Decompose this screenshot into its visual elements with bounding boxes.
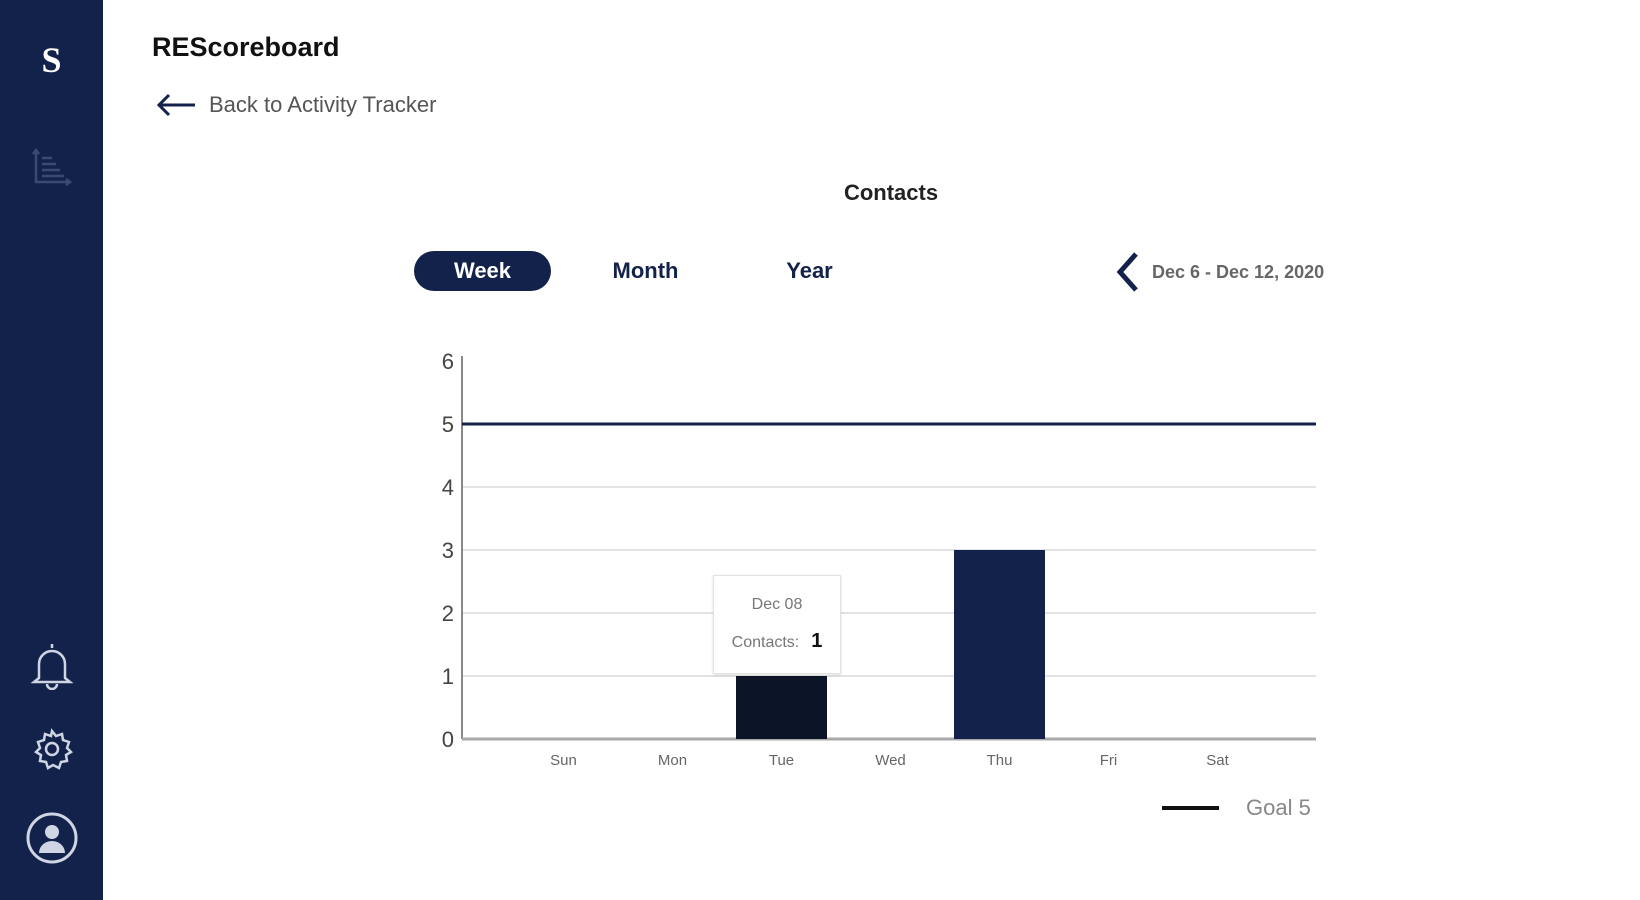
back-link[interactable]: Back to Activity Tracker <box>155 92 436 118</box>
x-tick-label: Tue <box>769 752 794 769</box>
x-tick-label: Thu <box>987 752 1013 769</box>
chart-title: Contacts <box>843 180 939 205</box>
x-tick-label: Sun <box>550 752 577 769</box>
date-range-nav: Dec 6 - Dec 12, 2020 <box>1112 250 1324 294</box>
tab-month[interactable]: Month <box>612 258 679 283</box>
x-tick-label: Wed <box>875 752 906 769</box>
tooltip-value: 1 <box>811 630 823 652</box>
chart-icon[interactable] <box>0 146 103 190</box>
bar-tue <box>736 676 827 739</box>
sidebar: S <box>0 0 103 900</box>
chevron-left-icon[interactable] <box>1112 250 1142 294</box>
bar-thu <box>954 550 1045 739</box>
back-label: Back to Activity Tracker <box>209 92 437 117</box>
y-tick-label: 0 <box>442 727 454 752</box>
avatar-icon[interactable] <box>0 810 103 866</box>
arrow-left-icon <box>156 93 195 117</box>
gear-icon[interactable] <box>0 726 103 772</box>
y-tick-label: 4 <box>442 475 454 500</box>
tooltip-date: Dec 08 <box>751 596 803 613</box>
bell-icon[interactable] <box>0 640 103 690</box>
y-tick-label: 1 <box>442 664 454 689</box>
tooltip: Dec 08 Contacts: 1 <box>713 575 841 674</box>
y-tick-label: 5 <box>442 412 454 437</box>
legend: Goal 5 <box>1162 795 1311 821</box>
x-tick-label: Fri <box>1100 752 1118 769</box>
y-tick-label: 6 <box>442 349 454 374</box>
tab-year[interactable]: Year <box>786 258 833 283</box>
tab-week[interactable]: Week <box>414 251 551 291</box>
date-range-label: Dec 6 - Dec 12, 2020 <box>1152 261 1325 282</box>
x-tick-label: Mon <box>658 752 687 769</box>
x-tick-label: Sat <box>1206 752 1229 769</box>
page-title: REScoreboard <box>152 32 340 62</box>
app-logo: S <box>41 40 62 80</box>
legend-label: Goal 5 <box>1246 795 1311 820</box>
legend-line <box>1162 806 1219 810</box>
y-tick-label: 2 <box>442 601 454 626</box>
y-tick-label: 3 <box>442 538 454 563</box>
tooltip-label: Contacts: <box>731 634 800 651</box>
